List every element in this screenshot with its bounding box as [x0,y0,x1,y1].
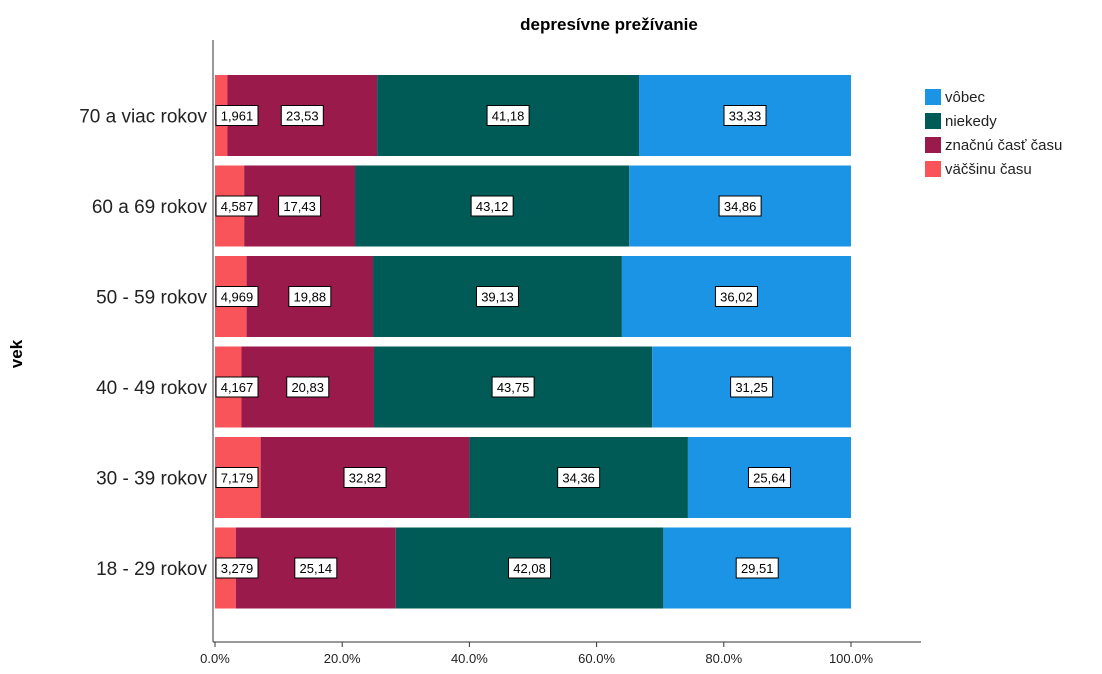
axes-group [212,40,921,643]
x-tick-label: 0.0% [200,651,230,666]
category-label: 30 - 39 rokov [96,469,207,490]
data-label-box [723,105,767,126]
data-label-box [215,467,259,488]
x-tick-label: 100.0% [829,651,874,666]
category-label: 40 - 49 rokov [96,378,207,399]
data-label-box [730,376,774,398]
data-label-box [470,195,514,217]
x-tick-label: 40.0% [451,651,488,666]
data-label-box [491,376,535,398]
data-label: 36,02 [720,290,753,305]
data-label: 43,12 [476,199,509,214]
data-label: 4,167 [221,380,254,395]
x-tick-label: 80.0% [705,651,742,666]
data-label-box [486,105,530,126]
data-label: 42,08 [513,561,546,576]
legend-swatch [925,89,941,105]
data-label: 33,33 [729,109,762,124]
data-label: 20,83 [291,380,324,395]
data-label: 3,279 [221,561,254,576]
category-labels-group: 70 a viac rokov 60 a 69 rokov 50 - 59 roko… [79,107,207,581]
data-label: 43,75 [497,380,530,395]
data-label: 17,43 [283,199,316,214]
data-label: 25,64 [753,471,786,486]
x-tick-label: 60.0% [578,651,615,666]
data-label-box [280,105,324,126]
data-label-box [508,557,552,579]
data-label: 29,51 [741,561,774,576]
legend-item-label: vôbec [945,89,986,106]
legend-item-label: značnú časť času [945,137,1062,154]
category-label: 70 a viac rokov [79,107,207,128]
category-label: 60 a 69 rokov [92,197,208,218]
x-ticks-group: 0.0% 20.0% 40.0% 60.0% 80.0% 100.0% [200,642,873,666]
data-label: 19,88 [294,290,327,305]
x-tick-label: 20.0% [324,651,361,666]
data-label-box [215,195,259,217]
legend-swatch [925,113,941,129]
data-label-box [557,467,601,488]
data-label: 39,13 [481,290,514,305]
bars-group [215,75,852,609]
category-label: 18 - 29 rokov [96,559,207,580]
data-label-box [278,195,322,217]
data-label-box [718,195,762,217]
data-label: 4,587 [221,199,254,214]
legend-swatch [925,161,941,177]
legend-item-label: niekedy [945,113,997,130]
data-label: 41,18 [492,109,525,124]
data-label: 34,36 [562,471,595,486]
data-label-box [215,105,259,126]
legend-item-label: väčšinu času [945,161,1032,178]
legend: vôbec niekedy značnú časť času väčšinu času [925,89,1062,178]
category-label: 50 - 59 rokov [96,288,207,309]
data-label-box [215,286,259,307]
data-labels-group: 1,961 23,53 41,18 33,33 4,587 17,43 43,12 34,86… [215,105,791,579]
legend-swatch [925,137,941,153]
data-label-box [714,286,758,307]
data-label: 25,14 [300,561,333,576]
chart-title: depresívne prežívanie [520,15,698,34]
data-label-box [735,557,779,579]
data-label-box [475,286,519,307]
data-label-box [215,376,259,398]
data-label: 7,179 [221,471,254,486]
data-label-box [288,286,332,307]
data-label-box [286,376,330,398]
data-label-box [343,467,387,488]
data-label: 34,86 [724,199,757,214]
y-axis-label: vek [7,339,26,368]
data-label: 31,25 [735,380,768,395]
data-label: 1,961 [221,109,254,124]
data-label-box [747,467,791,488]
data-label: 32,82 [349,471,382,486]
data-label: 23,53 [286,109,319,124]
data-label: 4,969 [221,290,254,305]
data-label-box [294,557,338,579]
data-label-box [215,557,259,579]
